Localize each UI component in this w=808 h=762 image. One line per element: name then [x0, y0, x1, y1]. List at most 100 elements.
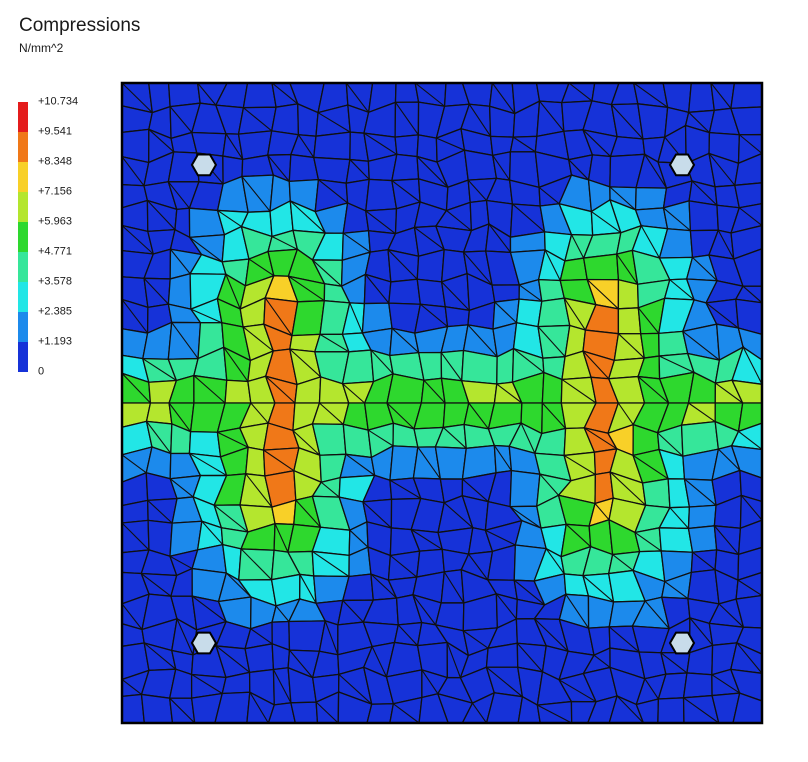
mesh-edge	[692, 256, 718, 282]
legend-swatch	[18, 102, 28, 132]
mesh-edge	[682, 330, 720, 361]
mesh-edge	[493, 445, 512, 471]
mesh-edge	[563, 297, 586, 331]
legend-label: +7.156	[38, 185, 72, 198]
mesh-element	[639, 332, 660, 359]
mesh-element	[657, 697, 685, 723]
mesh-edge	[468, 103, 492, 137]
mesh-edge	[362, 501, 392, 529]
mesh-edge	[365, 210, 396, 235]
mesh-element	[291, 299, 326, 337]
legend-label: +3.578	[38, 275, 72, 288]
mesh-edge	[169, 106, 193, 133]
mesh-edge	[468, 402, 489, 430]
legend-label: 0	[38, 365, 45, 378]
mesh-element	[617, 278, 640, 310]
mesh-edge	[717, 229, 735, 260]
mesh-edge	[541, 402, 566, 429]
mesh-element	[730, 445, 762, 479]
legend-label: +10.734	[38, 95, 79, 108]
mesh-edge	[416, 156, 449, 188]
mesh-edge	[122, 603, 143, 630]
mesh-edge	[267, 154, 290, 182]
mesh-element	[342, 423, 373, 459]
mesh-edge	[410, 529, 443, 550]
mesh-edge	[644, 154, 667, 189]
legend-label: +5.963	[38, 215, 72, 228]
mesh-edge	[197, 83, 217, 106]
mesh-edge	[367, 429, 394, 447]
legend-swatch	[18, 222, 28, 252]
mesh-edge	[663, 207, 691, 232]
mesh-edge	[397, 624, 418, 647]
mesh-edge	[122, 83, 153, 114]
mesh-edge	[168, 402, 192, 432]
mesh-edge	[289, 200, 326, 234]
mesh-edge	[512, 203, 545, 233]
mesh-edge	[657, 432, 684, 457]
mesh-edge	[315, 701, 339, 723]
mesh-element	[224, 379, 252, 404]
mesh-edge	[274, 523, 289, 553]
mesh-edge	[593, 654, 611, 668]
mesh-edge	[171, 322, 199, 359]
mesh-element	[536, 700, 573, 723]
mesh-edge	[618, 333, 645, 359]
mesh-element	[730, 224, 762, 260]
mesh-element	[214, 691, 251, 723]
mesh-edge	[715, 382, 744, 404]
mesh-edge	[637, 307, 660, 334]
mesh-edge	[370, 349, 394, 375]
legend-swatch	[18, 282, 28, 312]
mesh-element	[617, 307, 642, 335]
mesh-edge	[243, 107, 273, 132]
mesh-edge	[391, 180, 421, 203]
mesh-edge	[245, 473, 273, 508]
mesh-element	[246, 691, 276, 723]
mesh-edge	[417, 446, 441, 480]
mesh-element	[641, 478, 671, 509]
mesh-edge	[147, 200, 176, 231]
mesh-element	[188, 430, 222, 458]
chart-unit: N/mm^2	[19, 41, 64, 55]
mesh-element	[559, 257, 588, 282]
contour-plot	[120, 81, 764, 725]
chart-title: Compressions	[19, 15, 141, 36]
mesh-edge	[640, 225, 660, 259]
mesh-element	[485, 692, 524, 723]
mesh-element	[687, 83, 716, 114]
mesh-edge	[513, 579, 545, 606]
mesh-edge	[241, 176, 271, 212]
mesh-edge	[122, 299, 149, 334]
mesh-edge	[311, 551, 350, 577]
mesh-edge	[295, 499, 321, 528]
mesh-edge	[122, 679, 142, 695]
mesh-edge	[263, 449, 295, 472]
mesh-element	[735, 626, 762, 655]
mesh-element	[737, 519, 762, 556]
mesh-element	[313, 131, 351, 161]
mesh-edge	[271, 236, 298, 250]
mesh-edge	[389, 479, 422, 499]
mesh-edge	[215, 645, 250, 673]
mesh-edge	[122, 225, 154, 255]
mesh-element	[416, 278, 447, 308]
mesh-edge	[494, 301, 517, 324]
mesh-edge	[143, 642, 177, 670]
mesh-edge	[349, 302, 363, 334]
mesh-edge	[537, 326, 566, 358]
mesh-edge	[717, 448, 741, 471]
mesh-edge	[317, 112, 351, 133]
mesh-element	[734, 285, 762, 304]
mesh-element	[733, 182, 762, 209]
mesh-edge	[582, 129, 611, 157]
mesh-edge	[169, 478, 194, 498]
mesh-edge	[189, 236, 223, 263]
mesh-element	[733, 152, 762, 187]
mesh-edge	[534, 618, 569, 652]
legend-swatch	[18, 252, 28, 282]
mesh-element	[711, 692, 741, 723]
mesh-edge	[664, 581, 689, 599]
mesh-edge	[289, 348, 322, 378]
mesh-element	[509, 469, 541, 508]
